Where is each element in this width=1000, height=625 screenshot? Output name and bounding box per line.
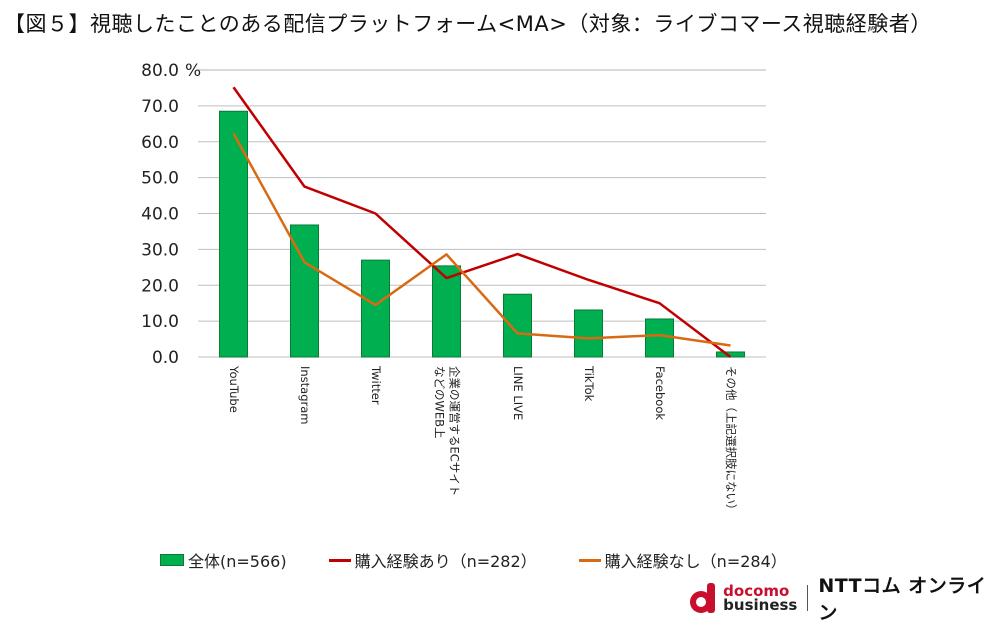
gridlines [198,70,766,357]
y-unit-label: % [185,61,201,81]
x-category-label: YouTube [227,365,241,413]
y-tick-label: 30.0 [141,240,179,260]
x-category-label: などのWEB上 [433,366,447,439]
bar [362,260,390,357]
y-axis-ticks: 0.0 10.0 20.0 30.0 40.0 50.0 60.0 70.0 80.0% [141,61,201,368]
chart-svg: 0.0 10.0 20.0 30.0 40.0 50.0 60.0 70.0 80.0% You… [0,0,1000,540]
logo-divider [807,585,808,611]
docomo-d-icon [690,583,717,613]
bar [433,266,461,357]
y-tick-label: 40.0 [141,205,179,225]
x-category-label: 企業の運営するECサイト [448,366,462,496]
logo-brand-name: NTTコム オンライン [818,571,1000,625]
x-category-label: その他（上記選択肢にない） [724,366,738,516]
legend-label: 購入経験あり（n=282） [355,548,537,572]
x-category-label: TikTok [582,365,596,402]
logo-word-business: business [723,598,797,612]
x-category-label: Facebook [653,366,667,420]
x-category-label: Twitter [369,365,383,405]
legend-item-total: 全体(n=566) [160,548,287,572]
legend: 全体(n=566) 購入経験あり（n=282） 購入経験なし（n=284） [160,548,829,572]
legend-label: 全体(n=566) [188,548,287,572]
company-logo: docomo business NTTコム オンライン [690,580,1000,616]
bar [220,111,248,357]
docomo-business-wordmark: docomo business [723,584,797,612]
y-tick-label: 10.0 [141,312,179,332]
legend-label: 購入経験なし（n=284） [605,548,787,572]
bar [575,310,603,357]
y-tick-label: 20.0 [141,276,179,296]
legend-swatch-bar [160,554,184,566]
x-axis-labels: YouTube Instagram Twitter 企業の運営するECサイトなどのWE… [227,365,738,516]
x-category-label: Instagram [298,366,312,425]
y-tick-label: 60.0 [141,133,179,153]
bar [646,319,674,357]
legend-swatch-line [579,559,601,562]
legend-swatch-line [329,559,351,562]
y-tick-label: 0.0 [152,348,179,368]
bar-series [220,111,745,357]
y-tick-label: 50.0 [141,169,179,189]
bar [504,294,532,357]
y-tick-label: 80.0 [141,61,179,81]
y-tick-label: 70.0 [141,97,179,117]
legend-item-not-purchased: 購入経験なし（n=284） [579,548,787,572]
x-category-label: LINE LIVE [511,366,525,420]
legend-item-purchased: 購入経験あり（n=282） [329,548,537,572]
